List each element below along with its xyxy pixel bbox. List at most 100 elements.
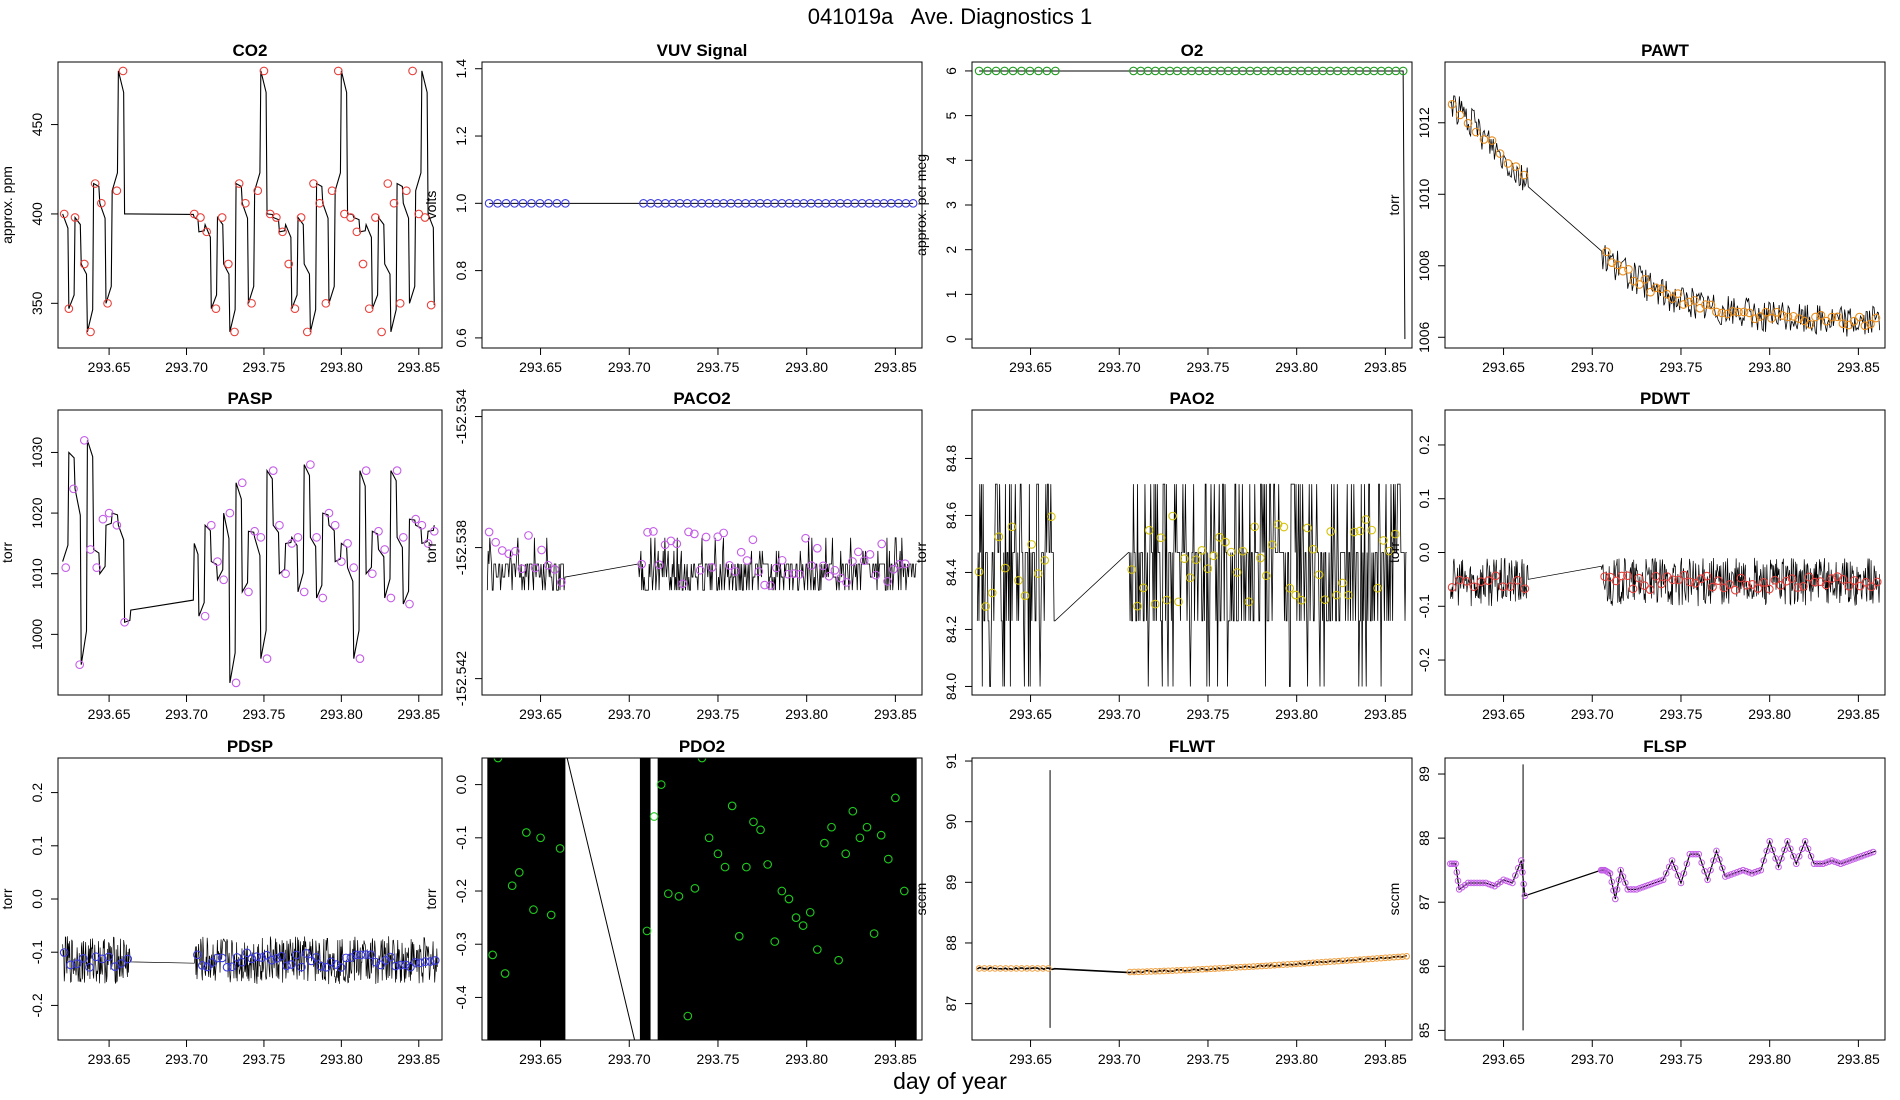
data-marker — [1181, 966, 1189, 974]
x-tick-label: 293.70 — [608, 1051, 651, 1067]
data-marker — [1633, 886, 1640, 893]
data-marker — [869, 929, 879, 938]
data-marker — [1724, 872, 1732, 879]
chart-title: PAO2 — [1169, 389, 1214, 408]
y-tick-label: -0.1 — [29, 940, 45, 964]
x-tick-label: 293.80 — [1275, 706, 1318, 722]
data-marker — [1760, 857, 1768, 864]
data-marker — [1302, 523, 1312, 533]
data-marker — [1506, 878, 1513, 886]
data-marker — [312, 532, 321, 542]
data-marker — [1198, 965, 1206, 973]
data-marker — [420, 213, 430, 222]
data-marker — [1668, 857, 1676, 864]
data-marker — [522, 828, 531, 837]
data-marker — [1855, 854, 1862, 861]
y-tick-label: -0.2 — [453, 879, 469, 903]
data-marker — [64, 304, 74, 314]
data-marker — [783, 569, 793, 579]
data-marker — [337, 557, 346, 566]
data-marker — [991, 66, 1001, 76]
data-marker — [327, 186, 337, 196]
data-marker — [219, 575, 229, 585]
data-marker — [1512, 872, 1519, 879]
data-marker — [1698, 859, 1705, 866]
data-marker — [491, 537, 501, 547]
data-marker — [805, 907, 815, 917]
y-tick-label: -152.538 — [453, 520, 469, 575]
x-tick-label: 293.85 — [1364, 359, 1407, 375]
data-marker — [771, 563, 781, 573]
x-tick-label: 293.80 — [1748, 706, 1791, 722]
data-marker — [1314, 570, 1324, 580]
y-tick-label: 1006 — [1416, 321, 1432, 352]
data-marker — [1509, 879, 1516, 887]
plot-area — [487, 758, 917, 1040]
data-marker — [1215, 532, 1224, 542]
data-marker — [1610, 887, 1617, 894]
data-marker — [789, 569, 799, 578]
data-marker — [333, 66, 343, 76]
data-marker — [1455, 110, 1465, 120]
data-marker — [1291, 590, 1300, 600]
data-marker — [90, 179, 100, 188]
data-marker — [86, 545, 95, 554]
data-marker — [1654, 878, 1661, 886]
y-tick-label: 400 — [29, 202, 45, 226]
data-marker — [1748, 870, 1756, 877]
data-marker — [848, 806, 858, 816]
data-marker — [853, 547, 863, 557]
y-tick-label: 1030 — [29, 437, 45, 468]
plot-frame — [57, 409, 443, 696]
data-marker — [391, 961, 400, 971]
x-tick-label: 293.75 — [1660, 1051, 1703, 1067]
data-marker — [1645, 585, 1655, 594]
data-marker — [272, 953, 281, 963]
data-marker — [1822, 316, 1831, 326]
data-marker — [364, 304, 374, 314]
data-marker — [1017, 66, 1026, 76]
data-marker — [1191, 555, 1201, 565]
data-marker — [1169, 967, 1176, 974]
plot-area — [1447, 764, 1877, 1031]
data-marker — [1867, 582, 1876, 592]
data-marker — [1447, 99, 1457, 109]
y-tick-label: 88 — [943, 935, 959, 951]
data-marker — [1727, 871, 1735, 878]
data-marker — [1273, 520, 1283, 529]
data-marker — [1207, 965, 1215, 973]
x-tick-label: 293.70 — [1098, 359, 1141, 375]
data-marker — [484, 198, 494, 208]
data-marker — [262, 950, 272, 960]
data-marker — [830, 565, 840, 575]
series-line — [62, 440, 435, 683]
data-marker — [120, 617, 129, 627]
plot-area — [975, 770, 1410, 1028]
data-marker — [1651, 283, 1661, 293]
data-marker — [500, 969, 510, 978]
plot-area — [484, 198, 918, 208]
data-marker — [1519, 868, 1526, 876]
data-marker — [1852, 855, 1859, 862]
data-marker — [336, 963, 346, 972]
data-marker — [196, 213, 205, 222]
data-marker — [1482, 879, 1490, 887]
data-marker — [371, 957, 381, 967]
x-tick-label: 293.75 — [697, 359, 740, 375]
data-marker — [1662, 870, 1670, 877]
y-tick-label: -152.534 — [453, 389, 469, 444]
data-marker — [1866, 849, 1874, 857]
data-marker — [429, 526, 439, 536]
data-marker — [86, 327, 95, 337]
data-marker — [707, 563, 717, 572]
data-marker — [1190, 966, 1198, 973]
data-marker — [1837, 860, 1844, 868]
data-marker — [1674, 872, 1682, 879]
data-marker — [1160, 967, 1168, 975]
y-tick-label: 1012 — [1416, 107, 1432, 138]
data-marker — [78, 954, 88, 963]
data-marker — [1130, 968, 1138, 976]
data-marker — [402, 186, 411, 196]
data-marker — [1485, 880, 1493, 888]
data-marker — [1143, 968, 1151, 975]
